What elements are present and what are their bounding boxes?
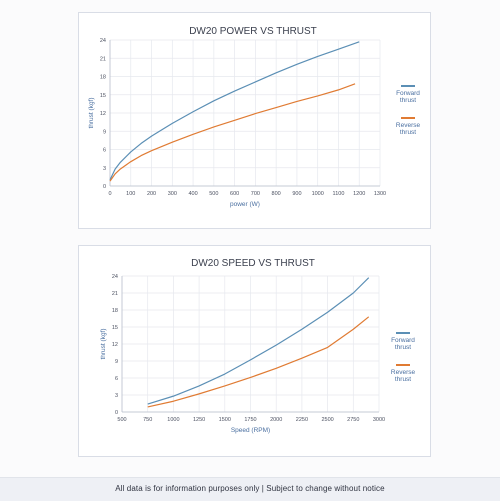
legend-label-forward: Forward thrust: [391, 336, 415, 352]
x-tick-label: 750: [143, 417, 152, 423]
x-tick-label: 1000: [167, 417, 179, 423]
x-tick-label: 500: [117, 417, 126, 423]
y-tick-label: 0: [103, 184, 106, 190]
y-tick-label: 15: [100, 93, 106, 99]
x-axis-label: power (W): [230, 201, 260, 208]
x-tick-label: 400: [188, 191, 197, 197]
chart-title: DW20 POWER VS THRUST: [189, 26, 317, 37]
y-axis-label: thrust (kgf): [100, 328, 107, 359]
legend-label-reverse: Reverse thrust: [395, 121, 421, 137]
x-tick-label: 100: [126, 191, 135, 197]
x-tick-label: 1000: [312, 191, 324, 197]
y-tick-label: 18: [112, 308, 118, 314]
chart-title: DW20 SPEED VS THRUST: [191, 258, 315, 269]
power-vs-thrust-plot: DW20 POWER VS THRUST 0 100 200 300 400 500 600 7…: [88, 26, 386, 208]
x-tick-label: 2500: [321, 417, 333, 423]
speed-vs-thrust-chart: DW20 SPEED VS THRUST 500 750 1000 1250 1500 17…: [78, 245, 431, 457]
legend-reverse-thrust: Reverse thrust: [390, 117, 426, 137]
y-tick-label: 24: [100, 38, 106, 44]
x-tick-label: 0: [108, 191, 111, 197]
y-tick-label: 3: [115, 393, 118, 399]
legend-label-reverse: Reverse thrust: [390, 368, 416, 384]
series-line-forward-thrust: [109, 41, 360, 181]
x-tick-label: 1100: [333, 191, 345, 197]
x-tick-label: 1250: [193, 417, 205, 423]
y-tick-label: 9: [103, 129, 106, 135]
y-tick-label: 6: [115, 376, 118, 382]
x-tick-label: 800: [272, 191, 281, 197]
x-tick-label: 2250: [296, 417, 308, 423]
legend-label-forward: Forward thrust: [396, 89, 420, 105]
series-line-reverse-thrust: [147, 316, 370, 408]
x-axis-label: Speed (RPM): [231, 427, 270, 434]
legend-swatch-reverse: [401, 117, 415, 119]
x-tick-label: 300: [168, 191, 177, 197]
x-tick-label: 1500: [219, 417, 231, 423]
series-line-reverse-thrust: [109, 83, 356, 182]
x-tick-label: 700: [251, 191, 260, 197]
x-tick-label: 2750: [347, 417, 359, 423]
legend-forward-thrust: Forward thrust: [385, 332, 421, 352]
x-tick-label: 3000: [373, 417, 385, 423]
power-vs-thrust-chart: DW20 POWER VS THRUST 0 100 200 300 400 500 600 7…: [78, 12, 431, 229]
legend-reverse-thrust: Reverse thrust: [385, 364, 421, 384]
y-tick-label: 24: [112, 274, 118, 280]
y-tick-label: 0: [115, 410, 118, 416]
x-tick-label: 1200: [353, 191, 365, 197]
y-tick-label: 18: [100, 75, 106, 81]
speed-vs-thrust-plot: DW20 SPEED VS THRUST 500 750 1000 1250 1500 17…: [100, 258, 385, 434]
x-tick-label: 500: [209, 191, 218, 197]
y-axis-label: thrust (kgf): [88, 97, 95, 128]
x-tick-label: 200: [147, 191, 156, 197]
x-tick-label: 1750: [244, 417, 256, 423]
y-tick-label: 3: [103, 166, 106, 172]
x-tick-label: 900: [292, 191, 301, 197]
x-tick-label: 2000: [270, 417, 282, 423]
legend-swatch-reverse: [396, 364, 410, 366]
y-tick-label: 21: [112, 291, 118, 297]
y-tick-label: 9: [115, 359, 118, 365]
y-tick-label: 6: [103, 148, 106, 154]
y-tick-label: 15: [112, 325, 118, 331]
footer-disclaimer: All data is for information purposes onl…: [115, 484, 385, 493]
legend-swatch-forward: [396, 332, 410, 334]
series-line-forward-thrust: [147, 277, 370, 405]
y-tick-label: 12: [112, 342, 118, 348]
legend-forward-thrust: Forward thrust: [390, 85, 426, 105]
y-tick-label: 12: [100, 111, 106, 117]
legend-swatch-forward: [401, 85, 415, 87]
footer-bar: [0, 477, 500, 501]
x-tick-label: 1300: [374, 191, 386, 197]
x-tick-label: 600: [230, 191, 239, 197]
y-tick-label: 21: [100, 56, 106, 62]
